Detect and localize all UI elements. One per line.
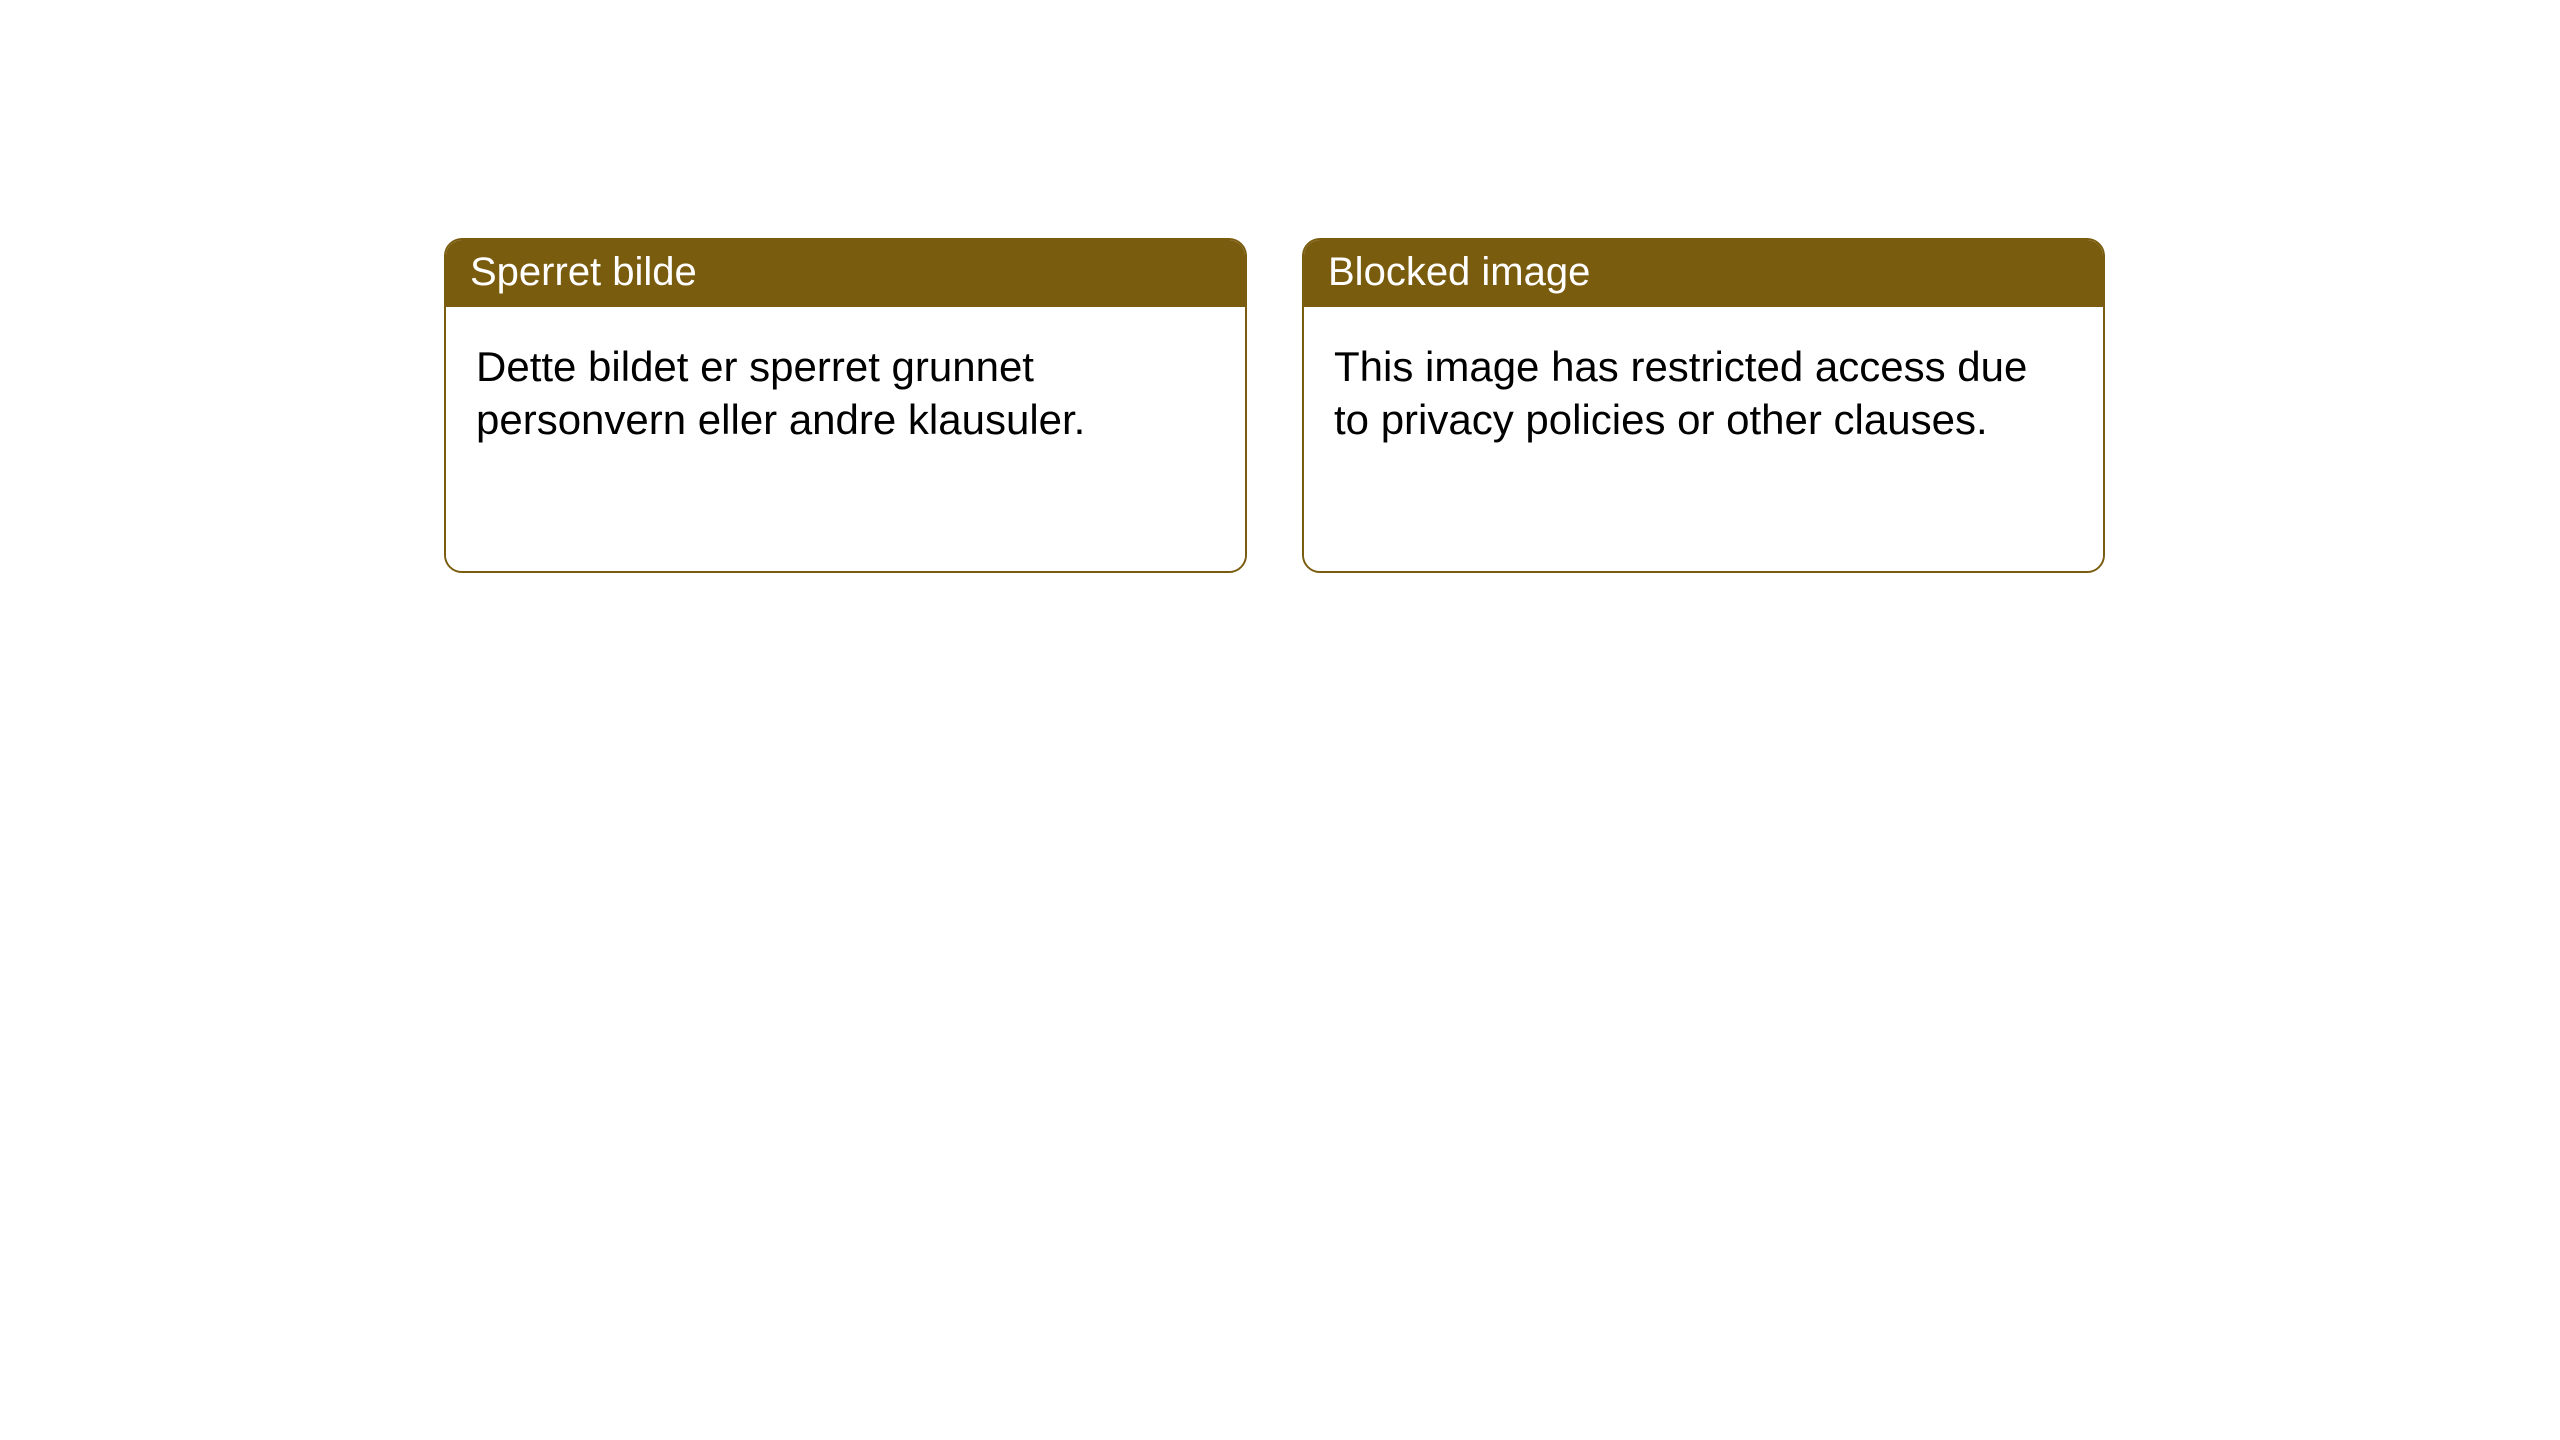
notice-card-english: Blocked image This image has restricted …	[1302, 238, 2105, 573]
notice-title-english: Blocked image	[1304, 240, 2103, 307]
notice-body-english: This image has restricted access due to …	[1304, 307, 2103, 571]
notice-body-norwegian: Dette bildet er sperret grunnet personve…	[446, 307, 1245, 571]
notice-card-norwegian: Sperret bilde Dette bildet er sperret gr…	[444, 238, 1247, 573]
notice-container: Sperret bilde Dette bildet er sperret gr…	[0, 0, 2560, 573]
notice-title-norwegian: Sperret bilde	[446, 240, 1245, 307]
